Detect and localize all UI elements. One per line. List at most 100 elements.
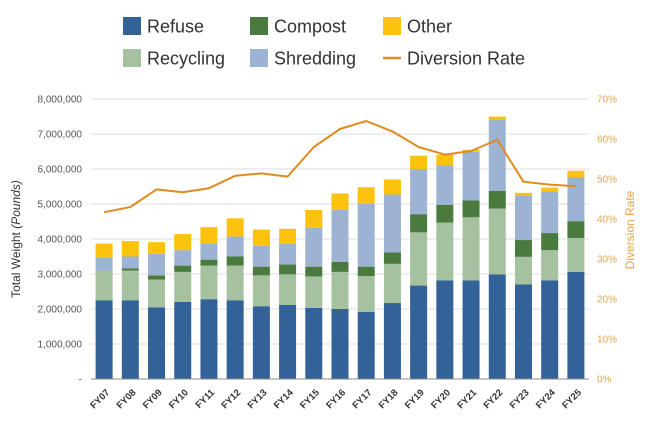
bar-compost-fy22 (488, 190, 506, 209)
bar-recycling-fy09 (148, 279, 166, 308)
x-tick-label: FY14 (272, 387, 296, 411)
legend-label-diversion-rate: Diversion Rate (407, 49, 525, 69)
bar-other-fy12 (226, 218, 244, 237)
x-tick-label: FY20 (429, 387, 453, 411)
bar-refuse-fy25 (567, 271, 585, 379)
bar-shredding-fy19 (410, 169, 428, 215)
bar-shredding-fy09 (148, 253, 166, 276)
bar-recycling-fy24 (541, 250, 559, 281)
bar-shredding-fy15 (305, 227, 323, 267)
x-tick-label: FY19 (403, 387, 427, 411)
y-tick-label: 8,000,000 (38, 95, 83, 106)
x-tick-label: FY18 (377, 387, 401, 411)
bar-compost-fy16 (331, 261, 349, 272)
bar-shredding-fy21 (462, 151, 480, 201)
y2-tick-label: 20% (597, 295, 617, 306)
y-tick-label: 2,000,000 (38, 305, 83, 316)
bar-other-fy23 (514, 192, 532, 196)
bar-recycling-fy17 (357, 276, 375, 312)
y2-tick-label: 40% (597, 215, 617, 226)
legend-label-compost: Compost (274, 17, 346, 37)
bar-shredding-fy13 (252, 245, 270, 267)
bar-recycling-fy19 (410, 232, 428, 286)
bar-other-fy18 (383, 179, 401, 195)
bar-other-fy24 (541, 187, 559, 192)
bar-compost-fy13 (252, 266, 270, 276)
y2-tick-label: 10% (597, 335, 617, 346)
y2-tick-label: 60% (597, 135, 617, 146)
bar-recycling-fy16 (331, 271, 349, 309)
bar-shredding-fy25 (567, 177, 585, 222)
bar-refuse-fy08 (121, 300, 139, 379)
x-tick-label: FY12 (219, 387, 243, 411)
bar-shredding-fy07 (95, 257, 113, 271)
bar-other-fy14 (279, 228, 297, 244)
bar-other-fy13 (252, 229, 270, 246)
y-tick-label: 1,000,000 (38, 340, 83, 351)
legend-swatch-refuse (123, 17, 141, 35)
bar-recycling-fy08 (121, 270, 139, 301)
bar-compost-fy08 (121, 268, 139, 271)
bar-compost-fy20 (436, 204, 454, 223)
bar-shredding-fy24 (541, 191, 559, 234)
legend-swatch-compost (250, 17, 268, 35)
bar-compost-fy15 (305, 266, 323, 277)
bar-recycling-fy18 (383, 263, 401, 304)
bar-other-fy10 (174, 234, 192, 251)
y-tick-label: 4,000,000 (38, 235, 83, 246)
bar-compost-fy14 (279, 264, 297, 275)
bar-shredding-fy14 (279, 243, 297, 265)
bar-compost-fy17 (357, 266, 375, 277)
bar-compost-fy24 (541, 233, 559, 251)
bar-compost-fy21 (462, 200, 480, 218)
bar-recycling-fy21 (462, 217, 480, 281)
legend-label-refuse: Refuse (147, 17, 204, 37)
bar-refuse-fy17 (357, 311, 375, 379)
bar-compost-fy09 (148, 275, 166, 280)
bar-shredding-fy11 (200, 243, 218, 260)
bar-recycling-fy25 (567, 237, 585, 272)
bar-recycling-fy10 (174, 271, 192, 302)
bar-recycling-fy15 (305, 276, 323, 308)
x-tick-label: FY07 (88, 387, 112, 411)
bar-shredding-fy18 (383, 194, 401, 253)
x-tick-label: FY13 (246, 387, 270, 411)
bar-compost-fy19 (410, 214, 428, 233)
legend-swatch-other (383, 17, 401, 35)
x-tick-label: FY16 (324, 387, 348, 411)
bar-shredding-fy12 (226, 236, 244, 257)
x-tick-label: FY15 (298, 387, 322, 411)
bar-refuse-fy22 (488, 274, 506, 379)
bar-refuse-fy12 (226, 300, 244, 379)
bar-recycling-fy23 (514, 256, 532, 285)
x-tick-label: FY08 (115, 387, 139, 411)
bar-other-fy25 (567, 170, 585, 178)
bar-compost-fy10 (174, 265, 192, 272)
bar-recycling-fy14 (279, 274, 297, 305)
bar-compost-fy12 (226, 256, 244, 266)
y-axis-title: Total Weight (Pounds) (9, 180, 23, 298)
y2-tick-label: 0% (597, 375, 612, 386)
bar-refuse-fy23 (514, 284, 532, 379)
bar-recycling-fy22 (488, 208, 506, 275)
bar-shredding-fy08 (121, 256, 139, 269)
bar-shredding-fy10 (174, 250, 192, 266)
bar-recycling-fy20 (436, 222, 454, 281)
bar-refuse-fy07 (95, 300, 113, 379)
bar-recycling-fy11 (200, 265, 218, 300)
y-tick-label: 5,000,000 (38, 200, 83, 211)
bar-other-fy20 (436, 154, 454, 166)
bar-other-fy15 (305, 209, 323, 228)
y-tick-label: 3,000,000 (38, 270, 83, 281)
x-tick-label: FY11 (194, 387, 218, 411)
y-tick-label: 7,000,000 (38, 130, 83, 141)
legend-label-other: Other (407, 17, 452, 37)
diversion-rate-line (103, 120, 576, 214)
legend-swatch-recycling (123, 49, 141, 67)
bar-refuse-fy11 (200, 299, 218, 379)
y-axis-title-unit: (Pounds) (9, 180, 23, 229)
x-tick-label: FY21 (455, 387, 479, 411)
bar-other-fy11 (200, 227, 218, 244)
y-tick-label: - (79, 375, 82, 386)
y-tick-label: 6,000,000 (38, 165, 83, 176)
